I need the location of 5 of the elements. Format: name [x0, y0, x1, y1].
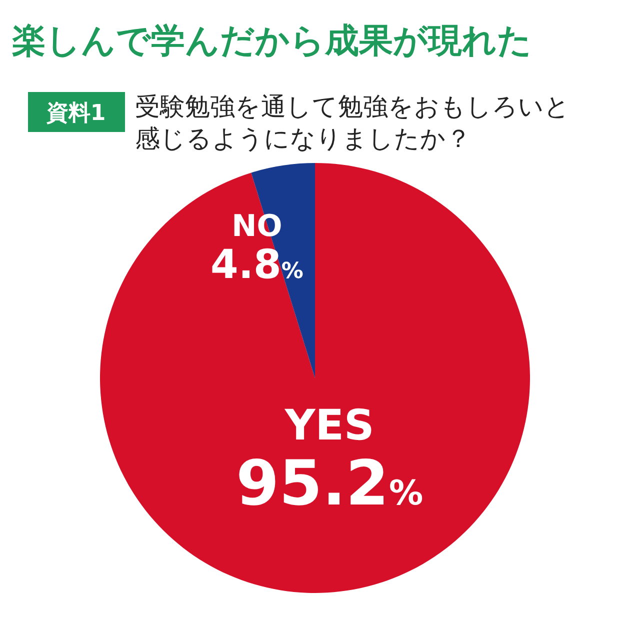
- chart-title: 楽しんで学んだから成果が現れた: [12, 21, 532, 61]
- pie-slice: [100, 163, 530, 593]
- data-label: 4.8%: [210, 242, 304, 288]
- text: 資料1: [45, 101, 106, 126]
- chart-subtitle: 受験勉強を通して勉強をおもしろいと感じるようになりましたか？: [135, 92, 570, 153]
